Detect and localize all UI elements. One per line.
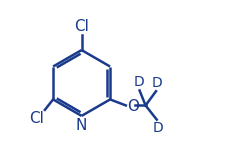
Text: D: D: [151, 76, 162, 90]
Text: Cl: Cl: [29, 111, 44, 126]
Text: Cl: Cl: [74, 19, 89, 34]
Text: N: N: [76, 118, 87, 133]
Text: D: D: [134, 75, 144, 89]
Text: D: D: [152, 121, 163, 135]
Text: O: O: [127, 99, 139, 114]
